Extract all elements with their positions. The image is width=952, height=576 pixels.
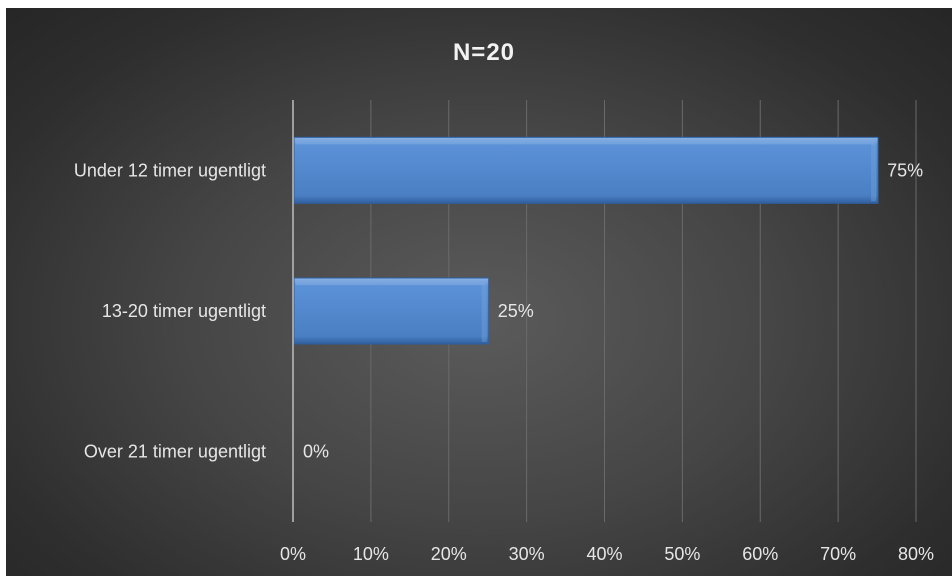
- bar-bevel-right: [481, 280, 487, 342]
- bar-1: [293, 136, 879, 204]
- x-tick-label: 80%: [898, 544, 934, 564]
- category-label: 13-20 timer ugentligt: [102, 301, 266, 321]
- category-label: Under 12 timer ugentligt: [74, 160, 266, 180]
- bar-body: [293, 136, 879, 204]
- bar-bevel-top: [296, 139, 875, 145]
- bar-body: [293, 277, 490, 345]
- x-tick-label: 60%: [742, 544, 778, 564]
- x-tick-label: 40%: [586, 544, 622, 564]
- bar-bevel-right: [871, 139, 877, 202]
- category-label: Over 21 timer ugentligt: [84, 442, 266, 462]
- data-labels: 75% 25% 0%: [303, 160, 923, 461]
- bar-2: [293, 277, 490, 345]
- data-label: 75%: [887, 160, 923, 180]
- bars: [293, 136, 879, 345]
- chart-title: N=20: [453, 39, 515, 66]
- x-tick-label: 20%: [431, 544, 467, 564]
- bar-bevel-top: [296, 280, 485, 285]
- x-tick-label: 70%: [820, 544, 856, 564]
- data-label: 0%: [303, 442, 329, 462]
- x-axis-tick-labels: 0% 10% 20% 30% 40% 50% 60% 70% 80%: [280, 544, 934, 564]
- category-labels: Under 12 timer ugentligt 13-20 timer ugen…: [74, 160, 266, 461]
- x-tick-label: 30%: [509, 544, 545, 564]
- x-tick-label: 50%: [664, 544, 700, 564]
- data-label: 25%: [498, 301, 534, 321]
- x-tick-label: 0%: [280, 544, 306, 564]
- x-tick-label: 10%: [353, 544, 389, 564]
